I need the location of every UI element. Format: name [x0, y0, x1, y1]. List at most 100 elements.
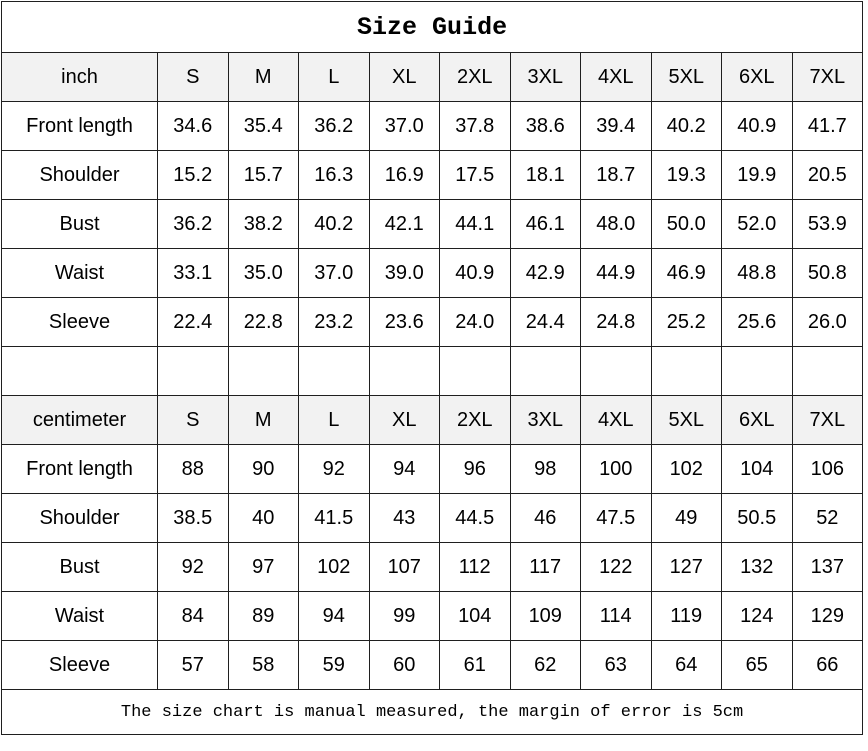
- size-value: 114: [580, 591, 652, 641]
- size-value: 46.9: [650, 248, 722, 298]
- spacer-row: [1, 346, 864, 396]
- size-value: 15.2: [157, 150, 229, 200]
- size-value: 38.5: [157, 493, 229, 543]
- size-header: 4XL: [580, 52, 652, 102]
- size-value: 58: [227, 640, 299, 690]
- size-header: 7XL: [791, 52, 864, 102]
- size-value: 24.4: [509, 297, 581, 347]
- row-label: Front length: [1, 101, 158, 151]
- size-header: XL: [368, 395, 440, 445]
- spacer-cell: [368, 346, 440, 396]
- size-value: 15.7: [227, 150, 299, 200]
- size-header: M: [227, 395, 299, 445]
- size-header: 5XL: [650, 52, 722, 102]
- size-value: 19.9: [721, 150, 793, 200]
- size-value: 44.5: [439, 493, 511, 543]
- table-row: Shoulder 15.2 15.7 16.3 16.9 17.5 18.1 1…: [1, 150, 864, 200]
- size-value: 42.1: [368, 199, 440, 249]
- spacer-cell: [580, 346, 652, 396]
- size-value: 41.7: [791, 101, 864, 151]
- size-value: 100: [580, 444, 652, 494]
- size-value: 37.0: [298, 248, 370, 298]
- spacer-cell: [791, 346, 864, 396]
- size-value: 24.8: [580, 297, 652, 347]
- size-value: 38.2: [227, 199, 299, 249]
- size-value: 25.6: [721, 297, 793, 347]
- spacer-cell: [509, 346, 581, 396]
- size-value: 112: [439, 542, 511, 592]
- size-value: 99: [368, 591, 440, 641]
- unit-header-inch: inch: [1, 52, 158, 102]
- size-value: 132: [721, 542, 793, 592]
- size-header: 2XL: [439, 395, 511, 445]
- size-value: 18.1: [509, 150, 581, 200]
- footer-row: The size chart is manual measured, the m…: [0, 689, 864, 735]
- size-value: 98: [509, 444, 581, 494]
- size-value: 42.9: [509, 248, 581, 298]
- size-header: M: [227, 52, 299, 102]
- size-value: 24.0: [439, 297, 511, 347]
- table-row: Shoulder 38.5 40 41.5 43 44.5 46 47.5 49…: [1, 493, 864, 543]
- size-value: 94: [368, 444, 440, 494]
- size-value: 18.7: [580, 150, 652, 200]
- size-value: 96: [439, 444, 511, 494]
- size-value: 17.5: [439, 150, 511, 200]
- size-value: 40: [227, 493, 299, 543]
- row-label: Shoulder: [1, 493, 158, 543]
- row-label: Bust: [1, 542, 158, 592]
- row-label: Front length: [1, 444, 158, 494]
- size-value: 52: [791, 493, 864, 543]
- table-row: Bust 92 97 102 107 112 117 122 127 132 1…: [1, 542, 864, 592]
- size-value: 40.9: [721, 101, 793, 151]
- size-value: 44.1: [439, 199, 511, 249]
- size-value: 33.1: [157, 248, 229, 298]
- size-value: 88: [157, 444, 229, 494]
- size-value: 40.9: [439, 248, 511, 298]
- size-value: 59: [298, 640, 370, 690]
- size-guide-table: Size Guide inch S M L XL 2XL 3XL 4XL 5XL…: [0, 1, 864, 735]
- spacer-cell: [650, 346, 722, 396]
- size-header: 7XL: [791, 395, 864, 445]
- size-value: 104: [439, 591, 511, 641]
- size-value: 65: [721, 640, 793, 690]
- size-value: 46.1: [509, 199, 581, 249]
- size-header: 3XL: [509, 52, 581, 102]
- size-guide-title: Size Guide: [0, 1, 864, 53]
- size-value: 46: [509, 493, 581, 543]
- size-value: 66: [791, 640, 864, 690]
- size-header: 3XL: [509, 395, 581, 445]
- title-row: Size Guide: [0, 1, 864, 53]
- size-value: 41.5: [298, 493, 370, 543]
- size-value: 50.0: [650, 199, 722, 249]
- size-value: 50.5: [721, 493, 793, 543]
- size-value: 39.0: [368, 248, 440, 298]
- size-value: 23.2: [298, 297, 370, 347]
- size-value: 122: [580, 542, 652, 592]
- size-value: 35.4: [227, 101, 299, 151]
- spacer-cell: [298, 346, 370, 396]
- size-value: 20.5: [791, 150, 864, 200]
- size-value: 50.8: [791, 248, 864, 298]
- spacer-cell: [227, 346, 299, 396]
- size-value: 37.8: [439, 101, 511, 151]
- size-value: 40.2: [650, 101, 722, 151]
- size-value: 129: [791, 591, 864, 641]
- size-value: 119: [650, 591, 722, 641]
- size-value: 94: [298, 591, 370, 641]
- table-row: Bust 36.2 38.2 40.2 42.1 44.1 46.1 48.0 …: [1, 199, 864, 249]
- size-value: 53.9: [791, 199, 864, 249]
- size-value: 61: [439, 640, 511, 690]
- size-value: 47.5: [580, 493, 652, 543]
- size-value: 106: [791, 444, 864, 494]
- size-header: XL: [368, 52, 440, 102]
- size-value: 92: [298, 444, 370, 494]
- size-value: 26.0: [791, 297, 864, 347]
- size-value: 34.6: [157, 101, 229, 151]
- row-label: Sleeve: [1, 640, 158, 690]
- spacer-cell: [1, 346, 158, 396]
- size-value: 104: [721, 444, 793, 494]
- row-label: Shoulder: [1, 150, 158, 200]
- size-value: 57: [157, 640, 229, 690]
- size-value: 63: [580, 640, 652, 690]
- size-value: 97: [227, 542, 299, 592]
